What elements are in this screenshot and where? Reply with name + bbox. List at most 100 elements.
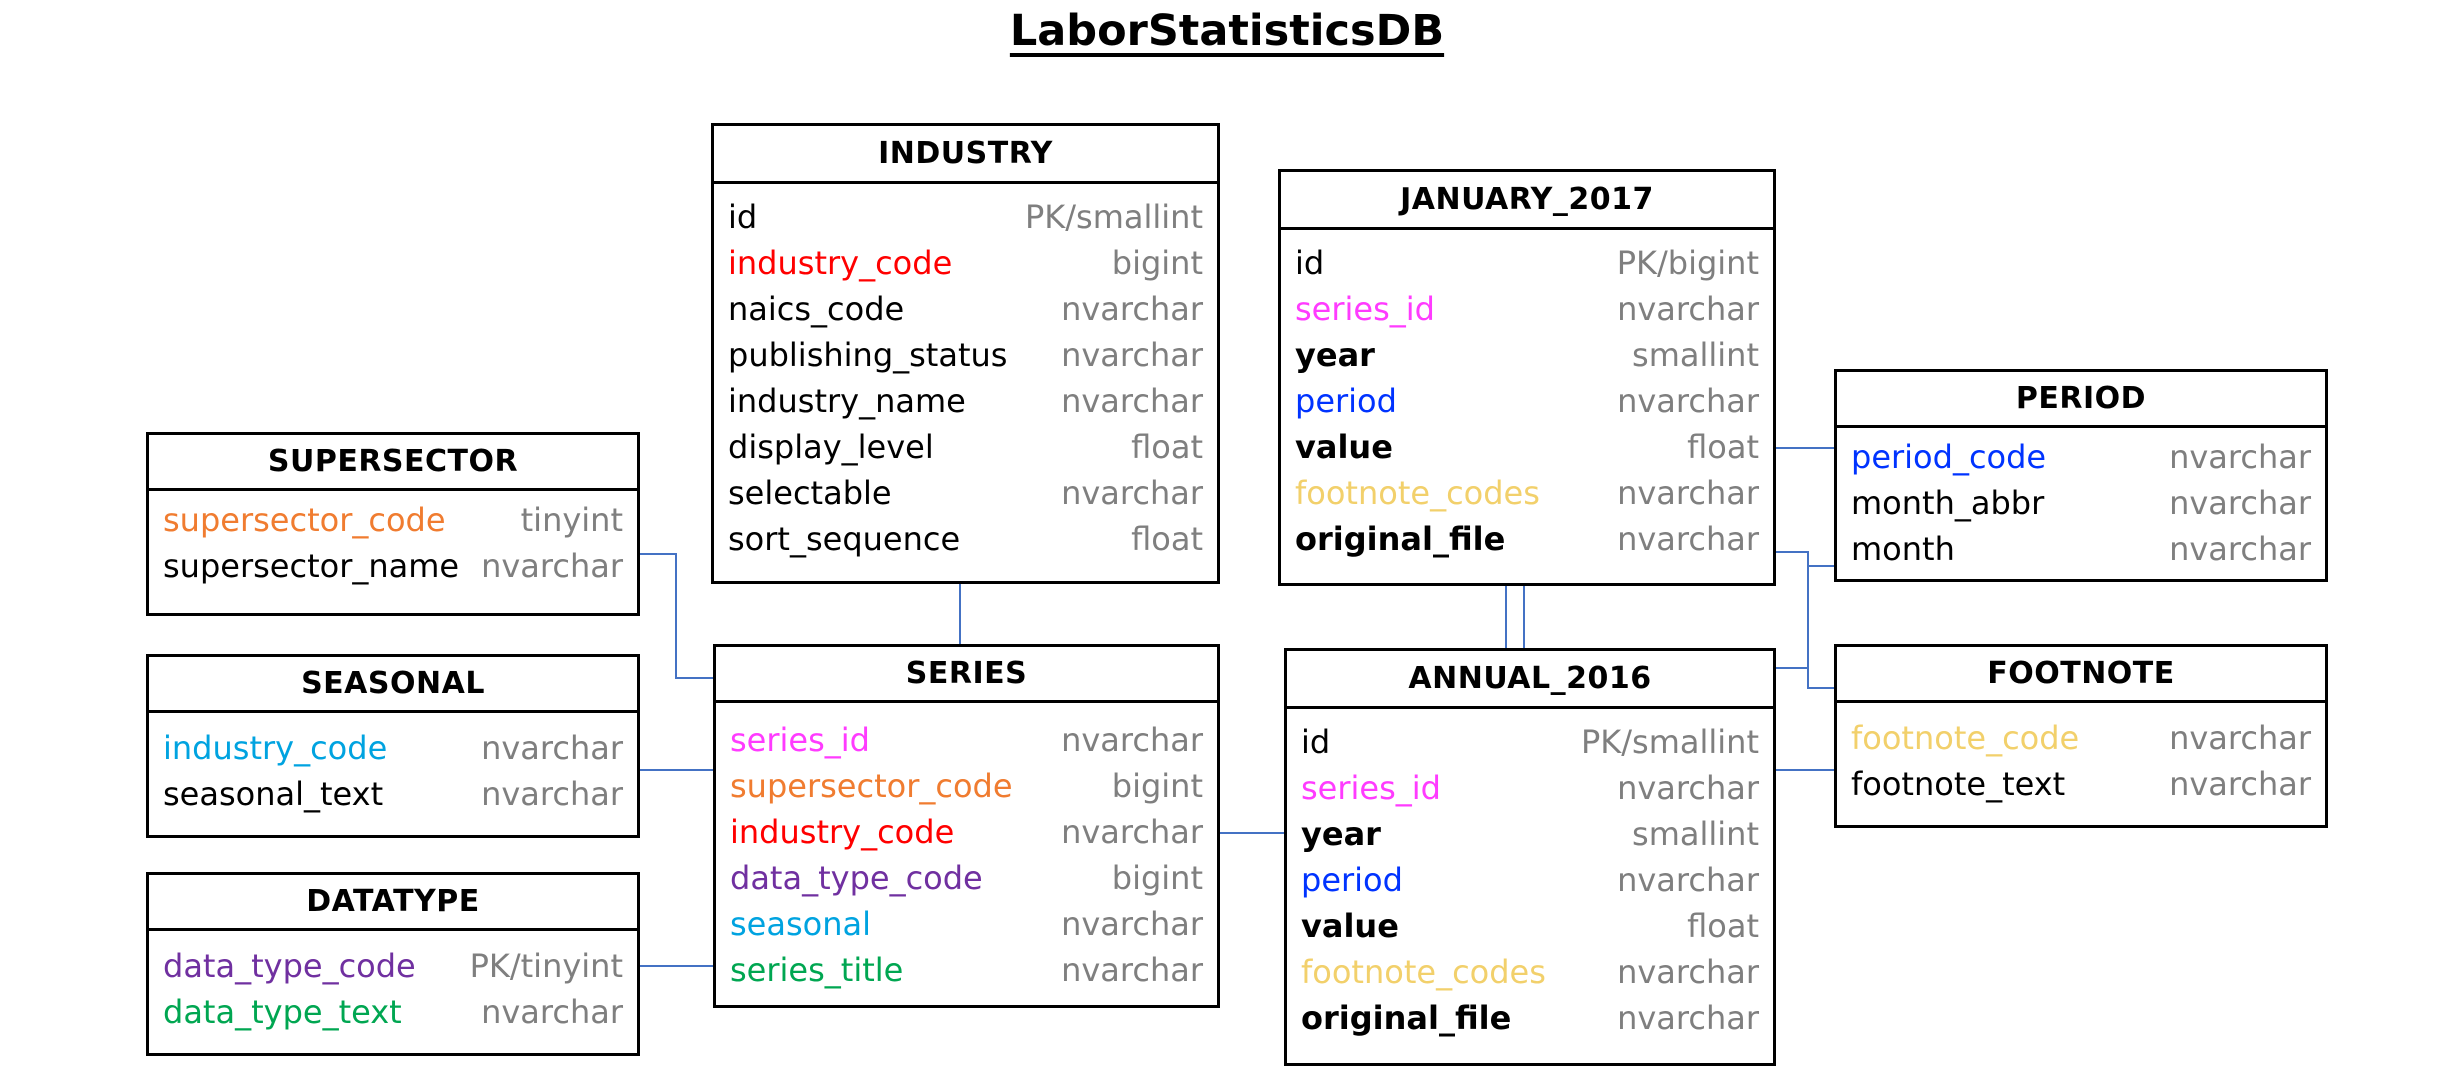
table-annual-2016: ANNUAL_2016 id PK/smallint series_id nvarch… [1284,648,1776,1066]
field-row: series_id nvarchar [730,717,1203,763]
field-name: value [1295,428,1393,466]
field-row: period nvarchar [1295,378,1759,424]
field-row: sort_sequence float [728,516,1203,562]
field-row: series_title nvarchar [730,947,1203,993]
field-row: seasonal nvarchar [730,901,1203,947]
field-name: period [1301,861,1403,899]
field-row: year smallint [1301,811,1759,857]
field-type: nvarchar [1061,474,1203,512]
field-row: data_type_code PK/tinyint [163,943,623,989]
diagram-title: LaborStatisticsDB [0,6,2454,56]
field-name: period_code [1851,438,2047,476]
field-type: float [1131,520,1203,558]
field-name: display_level [728,428,934,466]
field-name: footnote_codes [1295,474,1540,512]
field-type: bigint [1111,859,1203,897]
field-type: nvarchar [1617,953,1759,991]
table-footnote-title: FOOTNOTE [1837,647,2325,703]
field-row: industry_code nvarchar [163,725,623,771]
field-name: series_id [1295,290,1435,328]
field-name: naics_code [728,290,905,328]
field-name: industry_code [730,813,955,851]
field-type: tinyint [520,501,623,539]
field-row: original_file nvarchar [1295,516,1759,562]
field-row: naics_code nvarchar [728,286,1203,332]
field-row: value float [1301,903,1759,949]
table-january-2017-fields: id PK/bigint series_id nvarchar year smallint… [1281,230,1773,562]
field-row: series_id nvarchar [1295,286,1759,332]
table-supersector-title: SUPERSECTOR [149,435,637,491]
field-name: period [1295,382,1397,420]
table-annual-2016-title: ANNUAL_2016 [1287,651,1773,709]
field-row: selectable nvarchar [728,470,1203,516]
field-row: publishing_status nvarchar [728,332,1203,378]
field-name: original_file [1301,999,1512,1037]
field-type: float [1687,428,1759,466]
field-row: data_type_code bigint [730,855,1203,901]
field-row: period_code nvarchar [1851,434,2311,480]
field-row: month nvarchar [1851,526,2311,572]
field-row: period nvarchar [1301,857,1759,903]
field-row: footnote_codes nvarchar [1301,949,1759,995]
field-row: id PK/smallint [728,194,1203,240]
field-type: nvarchar [2169,438,2311,476]
field-row: footnote_codes nvarchar [1295,470,1759,516]
field-name: supersector_name [163,547,460,585]
field-type: nvarchar [1617,999,1759,1037]
field-type: nvarchar [1061,721,1203,759]
field-type: nvarchar [1617,474,1759,512]
field-row: industry_name nvarchar [728,378,1203,424]
field-name: seasonal [730,905,871,943]
field-name: original_file [1295,520,1506,558]
table-period: PERIOD period_code nvarchar month_abbr nvar… [1834,369,2328,582]
field-type: bigint [1111,767,1203,805]
field-type: nvarchar [2169,765,2311,803]
field-row: industry_code bigint [728,240,1203,286]
field-row: id PK/bigint [1295,240,1759,286]
field-type: PK/tinyint [469,947,623,985]
field-row: supersector_code bigint [730,763,1203,809]
field-type: nvarchar [1617,290,1759,328]
field-type: float [1687,907,1759,945]
field-name: value [1301,907,1399,945]
field-name: industry_name [728,382,966,420]
field-type: nvarchar [2169,484,2311,522]
field-type: PK/bigint [1616,244,1759,282]
table-industry-title: INDUSTRY [714,126,1217,184]
field-type: PK/smallint [1024,198,1203,236]
field-type: nvarchar [1061,813,1203,851]
field-row: display_level float [728,424,1203,470]
field-type: nvarchar [481,729,623,767]
field-row: series_id nvarchar [1301,765,1759,811]
field-type: PK/smallint [1580,723,1759,761]
table-period-title: PERIOD [1837,372,2325,428]
table-seasonal-fields: industry_code nvarchar seasonal_text nvarch… [149,713,637,817]
field-type: bigint [1111,244,1203,282]
field-row: month_abbr nvarchar [1851,480,2311,526]
field-type: nvarchar [481,547,623,585]
field-type: float [1131,428,1203,466]
table-seasonal: SEASONAL industry_code nvarchar seasonal_t… [146,654,640,838]
field-name: data_type_code [730,859,983,897]
field-name: industry_code [163,729,388,767]
field-name: footnote_codes [1301,953,1546,991]
field-row: footnote_code nvarchar [1851,715,2311,761]
field-name: id [1295,244,1325,282]
field-name: footnote_text [1851,765,2066,803]
field-row: footnote_text nvarchar [1851,761,2311,807]
field-name: data_type_code [163,947,416,985]
field-row: value float [1295,424,1759,470]
field-type: nvarchar [1061,382,1203,420]
table-january-2017: JANUARY_2017 id PK/bigint series_id nvarcha… [1278,169,1776,586]
table-datatype-fields: data_type_code PK/tinyint data_type_text nv… [149,931,637,1035]
field-type: smallint [1632,815,1759,853]
field-row: seasonal_text nvarchar [163,771,623,817]
diagram-title-text: LaborStatisticsDB [1009,6,1445,56]
field-name: series_id [730,721,870,759]
field-name: series_title [730,951,904,989]
field-name: year [1301,815,1381,853]
field-row: supersector_code tinyint [163,497,623,543]
field-name: footnote_code [1851,719,2080,757]
